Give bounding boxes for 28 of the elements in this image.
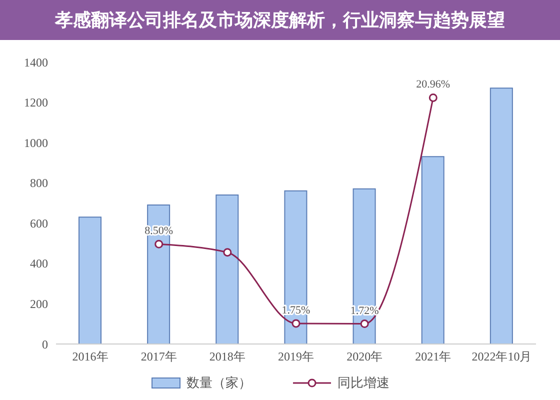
y-tick-label: 600 xyxy=(30,216,48,230)
point xyxy=(223,248,232,257)
y-tick-label: 1400 xyxy=(24,55,48,70)
y-tick-label: 400 xyxy=(30,256,48,271)
chart-title: 孝感翻译公司排名及市场深度解析，行业洞察与趋势展望 xyxy=(0,0,560,40)
point xyxy=(292,319,300,328)
x-tick-label: 2022年10月 xyxy=(472,350,532,364)
bar xyxy=(490,88,513,344)
legend-label: 数量（家） xyxy=(186,374,252,392)
bar xyxy=(421,156,444,344)
y-tick-label: 0 xyxy=(42,337,48,352)
point xyxy=(360,320,369,328)
legend-label: 同比增速 xyxy=(338,374,390,392)
x-tick-label: 2017年 xyxy=(140,350,177,364)
y-tick-label: 200 xyxy=(30,296,48,311)
x-tick-label: 2020年 xyxy=(346,350,383,364)
x-tick-label: 2016年 xyxy=(72,350,108,364)
bar xyxy=(78,216,102,344)
y-tick-label: 800 xyxy=(30,176,48,190)
y-tick-label: 1000 xyxy=(24,136,48,150)
x-tick-label: 2018年 xyxy=(209,350,246,364)
bar xyxy=(216,194,239,344)
x-tick-label: 2021年 xyxy=(415,350,452,364)
point xyxy=(428,93,438,102)
y-tick-label: 1200 xyxy=(24,96,48,110)
point xyxy=(154,240,164,248)
x-tick-label: 2019年 xyxy=(278,350,314,364)
data-label: 20.96% xyxy=(416,78,450,91)
